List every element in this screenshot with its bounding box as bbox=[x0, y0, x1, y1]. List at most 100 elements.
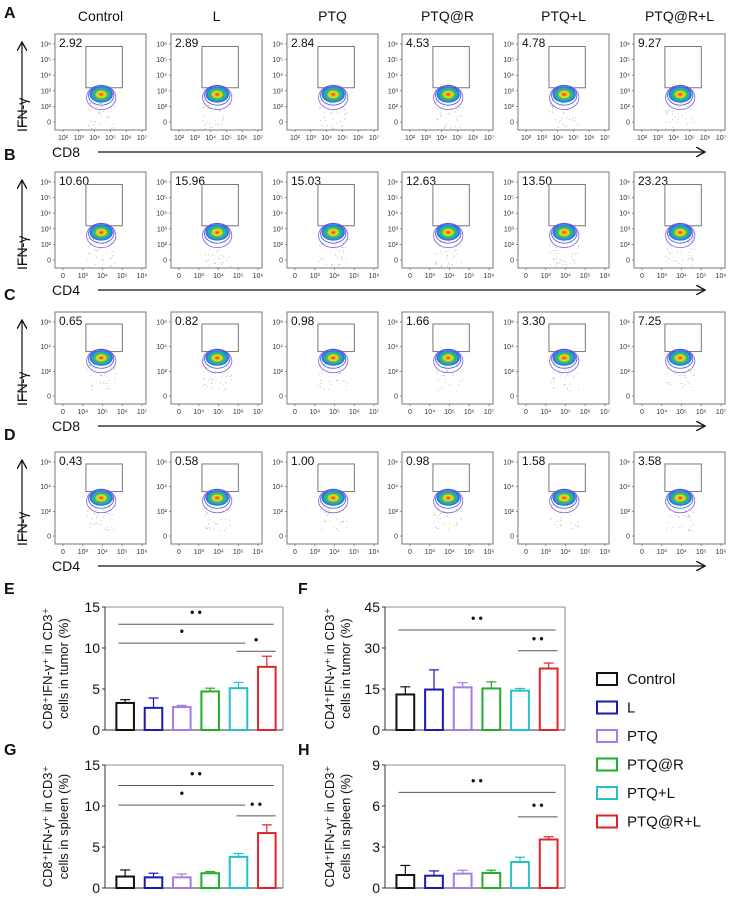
event-dot bbox=[460, 508, 462, 510]
density-core bbox=[668, 86, 692, 103]
y-tick-label: 10² bbox=[620, 369, 631, 376]
event-dot bbox=[577, 124, 579, 126]
event-dot bbox=[571, 368, 573, 370]
event-dot bbox=[562, 124, 564, 126]
contour-middle bbox=[88, 223, 115, 244]
panel-label: F bbox=[298, 581, 308, 598]
y-tick-label: 45 bbox=[364, 599, 380, 615]
event-dot bbox=[680, 241, 682, 243]
x-tick-label: 0 bbox=[408, 273, 412, 280]
event-dot bbox=[345, 246, 347, 248]
y-axis-title-line1: CD8⁺IFN-γ⁺ in CD3⁺ bbox=[40, 766, 55, 888]
event-dot bbox=[447, 254, 449, 256]
y-tick-label: 10² bbox=[388, 242, 399, 249]
event-dot bbox=[692, 523, 694, 525]
y-tick-label: 10² bbox=[41, 509, 52, 516]
event-dot bbox=[574, 367, 576, 369]
density-core bbox=[89, 86, 113, 103]
y-tick-label: 10⁴ bbox=[503, 344, 514, 351]
event-dot bbox=[228, 257, 230, 259]
y-axis-title-line2: cells in tumor (%) bbox=[56, 618, 71, 718]
event-dot bbox=[325, 521, 327, 523]
event-dot bbox=[330, 369, 332, 371]
event-dot bbox=[689, 516, 691, 518]
density-core bbox=[552, 490, 576, 506]
event-dot bbox=[100, 520, 102, 522]
event-dot bbox=[204, 378, 206, 380]
event-dot bbox=[552, 111, 554, 113]
contour-middle bbox=[320, 489, 347, 509]
event-dot bbox=[437, 118, 439, 120]
x-tick-label: 10³ bbox=[421, 135, 432, 142]
event-dot bbox=[447, 257, 449, 259]
event-dot bbox=[564, 126, 566, 128]
event-dot bbox=[109, 258, 111, 260]
x-tick-label: 10⁶ bbox=[253, 273, 264, 280]
event-dot bbox=[449, 249, 451, 251]
event-dot bbox=[338, 372, 340, 374]
event-dot bbox=[440, 367, 442, 369]
event-dot bbox=[94, 364, 96, 366]
flow-plot: 10⁶ 10⁵ 10⁴ 10³ 10² 0 0 10³ 10⁴ 10⁵ 10⁶ 23.23 bbox=[619, 171, 726, 280]
contour-middle bbox=[88, 349, 115, 369]
y-tick-label: 15 bbox=[84, 599, 100, 615]
y-tick-label: 10⁵ bbox=[156, 57, 167, 64]
event-dot bbox=[223, 116, 225, 118]
x-tick-label: 10³ bbox=[306, 135, 317, 142]
x-tick-label: 10⁴ bbox=[97, 549, 108, 556]
y-tick-label: 10³ bbox=[41, 226, 52, 233]
event-dot bbox=[335, 518, 337, 520]
event-dot bbox=[456, 525, 458, 527]
event-dot bbox=[332, 526, 334, 528]
event-dot bbox=[219, 110, 221, 112]
x-tick-label: 10³ bbox=[78, 549, 89, 556]
event-dot bbox=[109, 388, 111, 390]
event-dot bbox=[88, 238, 90, 240]
event-dot bbox=[209, 249, 211, 251]
event-dot bbox=[565, 125, 567, 127]
event-dot bbox=[558, 122, 560, 124]
legend-swatch bbox=[596, 814, 618, 829]
event-dot bbox=[100, 370, 102, 372]
event-dot bbox=[319, 119, 321, 121]
density-core bbox=[552, 224, 576, 241]
significance-label: • • bbox=[190, 767, 202, 781]
event-dot bbox=[330, 383, 332, 385]
event-dot bbox=[452, 251, 454, 253]
event-dot bbox=[457, 253, 459, 255]
y-tick-label: 10⁴ bbox=[503, 484, 514, 491]
x-tick-label: 0 bbox=[293, 409, 297, 416]
event-dot bbox=[209, 127, 211, 129]
y-tick-label: 9 bbox=[372, 757, 380, 773]
event-dot bbox=[691, 386, 693, 388]
bar bbox=[115, 875, 135, 890]
event-dot bbox=[688, 257, 690, 259]
event-dot bbox=[214, 523, 216, 525]
event-dot bbox=[668, 522, 670, 524]
event-dot bbox=[89, 526, 91, 528]
y-tick-label: 10⁵ bbox=[503, 195, 514, 202]
panel-label: D bbox=[4, 427, 16, 444]
x-tick-label: 10⁴ bbox=[329, 549, 340, 556]
event-dot bbox=[220, 530, 222, 532]
event-dot bbox=[554, 378, 556, 380]
event-dot bbox=[323, 117, 325, 119]
event-dot bbox=[99, 102, 101, 104]
event-dot bbox=[88, 124, 90, 126]
bar bbox=[481, 871, 502, 890]
event-dot bbox=[434, 514, 436, 516]
event-dot bbox=[91, 385, 93, 387]
significance-label: • bbox=[180, 786, 184, 800]
event-dot bbox=[95, 243, 97, 245]
event-dot bbox=[225, 518, 227, 520]
event-dot bbox=[327, 512, 329, 514]
contour-outer bbox=[433, 84, 464, 110]
event-dot bbox=[560, 517, 562, 519]
y-tick-label: 10⁴ bbox=[387, 344, 398, 351]
event-dot bbox=[693, 512, 695, 514]
event-dot bbox=[552, 108, 554, 110]
y-tick-label: 0 bbox=[92, 880, 100, 896]
event-dot bbox=[221, 262, 223, 264]
event-dot bbox=[436, 374, 438, 376]
bar bbox=[510, 861, 530, 889]
